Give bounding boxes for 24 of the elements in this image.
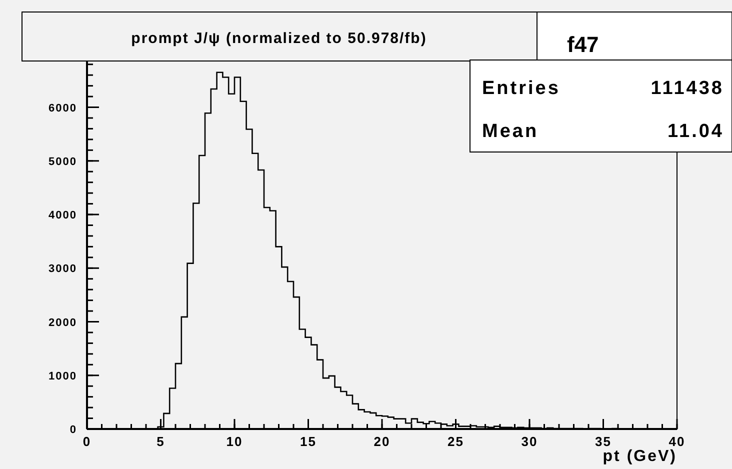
x-tick-label: 35 bbox=[595, 434, 612, 449]
annotation: 111438 bbox=[650, 78, 724, 99]
x-tick-label: 5 bbox=[156, 434, 165, 449]
title-box: prompt J/ψ (normalized to 50.978/fb) bbox=[22, 12, 538, 62]
x-tick-label: 25 bbox=[448, 434, 464, 449]
x-tick-label: 40 bbox=[668, 434, 686, 449]
x-tick-label: 10 bbox=[226, 434, 243, 449]
x-tick-label: 20 bbox=[374, 434, 390, 449]
y-tick-label: 4000 bbox=[48, 210, 77, 222]
x-tick-label: 15 bbox=[300, 434, 316, 449]
x-axis-title: pt (GeV) bbox=[602, 448, 677, 465]
annotation: Mean bbox=[482, 121, 539, 142]
y-tick-label: 6000 bbox=[48, 102, 77, 114]
annotation: 11.04 bbox=[668, 121, 724, 142]
annotation: Entries bbox=[482, 78, 560, 99]
y-tick-label: 2000 bbox=[48, 316, 77, 329]
x-tick-label: 30 bbox=[521, 434, 538, 449]
chart-title: prompt J/ψ (normalized to 50.978/fb) bbox=[131, 30, 427, 47]
y-tick-label: 5000 bbox=[48, 156, 77, 168]
x-tick-label: 0 bbox=[82, 434, 92, 449]
y-tick-label: 3000 bbox=[48, 263, 77, 276]
y-tick-label: 0 bbox=[70, 424, 77, 436]
text: f47 bbox=[567, 32, 599, 57]
y-tick-label: 1000 bbox=[48, 370, 77, 382]
